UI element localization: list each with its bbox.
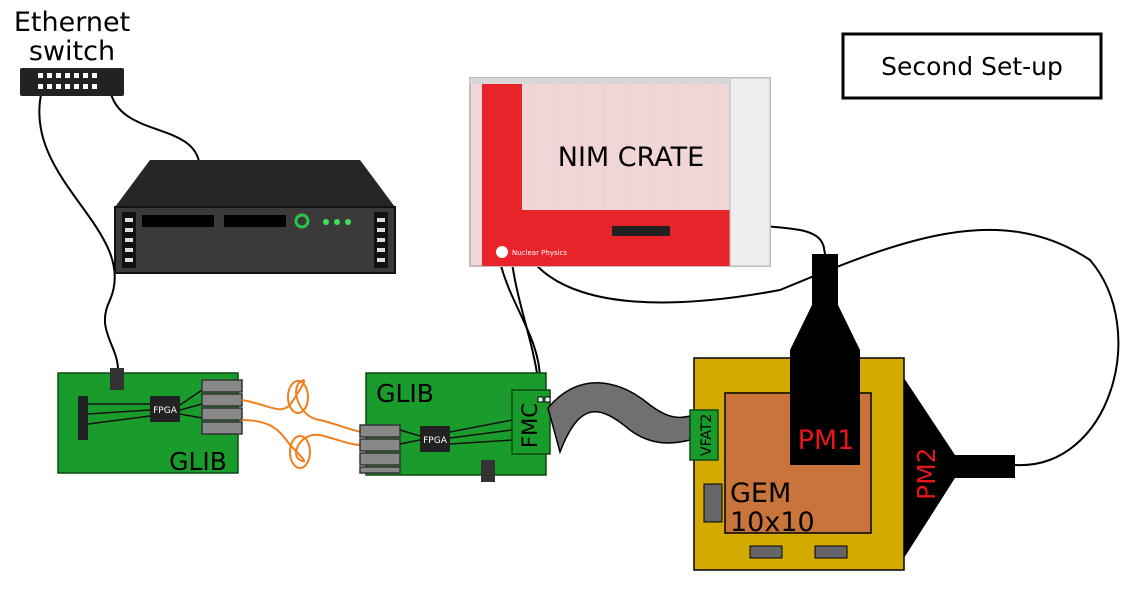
pm1-body bbox=[790, 254, 860, 465]
glib-left-eth-port bbox=[110, 368, 124, 390]
photomultiplier-pm1: PM1 bbox=[790, 254, 860, 465]
vfat-label: VFAT2 bbox=[699, 414, 715, 456]
ribbon-cable bbox=[547, 382, 691, 455]
drive-bay-2 bbox=[224, 215, 286, 227]
glib-board-left: FPGA GLIB bbox=[57, 368, 243, 476]
fmc-connector bbox=[511, 389, 551, 455]
photomultiplier-pm2: PM2 bbox=[904, 378, 1015, 558]
pm1-label: PM1 bbox=[798, 425, 855, 456]
cable-switch-to-glib bbox=[38, 89, 119, 371]
ethernet-label-line2: switch bbox=[29, 36, 115, 67]
setup-title-box: Second Set-up bbox=[841, 32, 1103, 100]
sfp-left bbox=[201, 379, 243, 435]
glib-left-label: GLIB bbox=[169, 447, 227, 476]
nim-crate: Nuclear Physics NIM CRATE bbox=[469, 77, 771, 267]
crate-brand: Nuclear Physics bbox=[512, 249, 567, 257]
fpga-chip-left bbox=[150, 396, 180, 422]
switch-ports bbox=[38, 73, 97, 89]
server-top bbox=[115, 160, 395, 207]
sfp-middle bbox=[359, 424, 401, 474]
fpga-left-label: FPGA bbox=[153, 406, 178, 416]
crate-power-panel bbox=[482, 210, 734, 266]
glib-mid-label: GLIB bbox=[376, 379, 434, 408]
vfat-chip bbox=[689, 409, 719, 461]
setup-title: Second Set-up bbox=[881, 52, 1063, 81]
pm2-label: PM2 bbox=[912, 447, 941, 500]
fpga-chip-middle bbox=[420, 426, 450, 452]
pm2-body bbox=[904, 378, 1015, 558]
drive-bay-1 bbox=[142, 215, 214, 227]
gem-label-line1: GEM bbox=[730, 478, 791, 509]
switch-body bbox=[20, 68, 124, 96]
cable-switch-to-server bbox=[109, 89, 201, 171]
crate-logo-icon bbox=[496, 246, 508, 258]
cable-crate-to-pm2 bbox=[512, 184, 1120, 467]
ethernet-switch: Ethernet switch bbox=[14, 7, 130, 96]
ethernet-label-line1: Ethernet bbox=[14, 7, 130, 38]
rack-server bbox=[114, 160, 396, 274]
gem-label-line2: 10x10 bbox=[730, 507, 815, 538]
nim-module-left bbox=[482, 84, 522, 210]
fmc-label: FMC bbox=[518, 403, 542, 448]
fpga-mid-label: FPGA bbox=[423, 436, 448, 446]
glib-board-middle: GLIB FPGA FMC bbox=[359, 372, 551, 482]
nim-crate-label: NIM CRATE bbox=[558, 142, 704, 173]
power-button-icon bbox=[294, 213, 310, 229]
optical-fibers bbox=[241, 379, 363, 469]
